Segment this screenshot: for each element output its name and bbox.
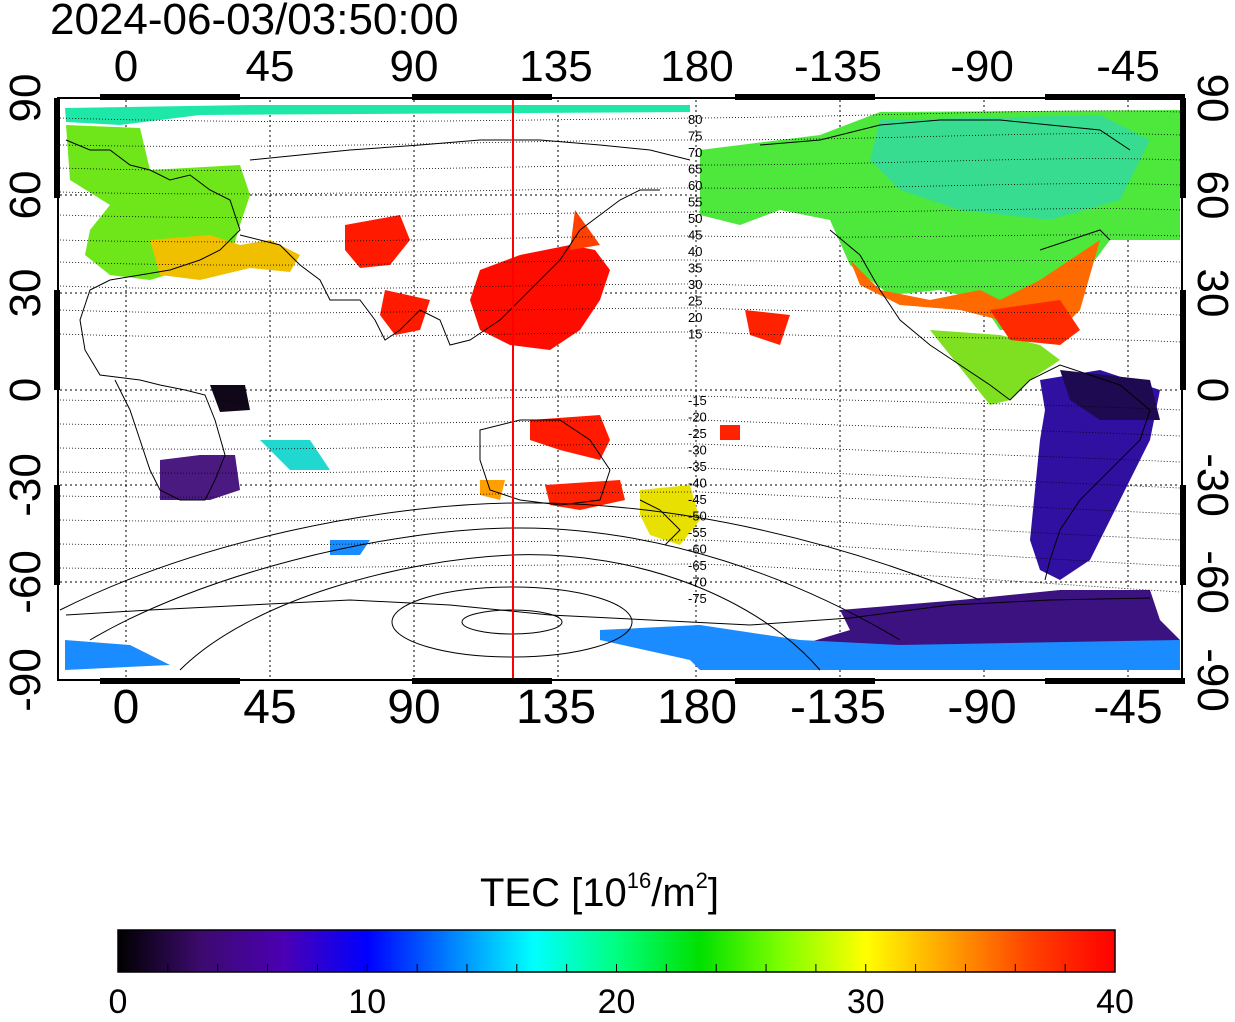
contour-label: -75: [688, 591, 707, 606]
left-tick-label: -60: [1, 550, 50, 614]
contour-label: -55: [688, 525, 707, 540]
contour-label: 15: [688, 327, 702, 342]
tec-region-middle-east: [345, 215, 410, 268]
tec-region-canada: [870, 115, 1150, 220]
contour-labels-south: -15 -20-25 -30-35 -40-45 -50-55 -60-65 -70-75: [688, 393, 707, 606]
top-tick-label: -135: [793, 42, 883, 91]
contour-label: 80: [688, 112, 702, 127]
magnetic-contours: [59, 110, 1181, 593]
contour-label: -35: [688, 459, 707, 474]
bottom-tick-label: 135: [515, 681, 597, 734]
axis-bars: [54, 94, 1186, 684]
top-tick-label: -90: [950, 42, 1014, 91]
tec-region-india: [380, 290, 430, 335]
tec-region-hawaii: [745, 310, 790, 345]
colorbar-tick-label: 30: [846, 983, 885, 1021]
contour-label: 60: [688, 178, 702, 193]
contour-label: 50: [688, 211, 702, 226]
tec-region-pacific-island: [720, 425, 740, 440]
contour-label: -30: [688, 443, 707, 458]
left-tick-label: -30: [1, 453, 50, 517]
tec-region-south-america: [1030, 370, 1160, 580]
contour-label: -50: [688, 509, 707, 524]
right-tick-label: 0: [1188, 377, 1235, 403]
tec-region-australia-south: [545, 480, 625, 510]
contour-label: 20: [688, 310, 702, 325]
tec-data: [65, 105, 1180, 670]
tec-region-central-america: [930, 330, 1060, 405]
colorbar-tick-label: 10: [348, 983, 387, 1021]
contour-label: -65: [688, 558, 707, 573]
tec-region-southern-africa: [160, 455, 240, 500]
left-tick-label: 90: [1, 73, 50, 123]
colorbar-minor-ticks: [117, 964, 1116, 972]
left-tick-label: 30: [1, 268, 50, 318]
contour-label: 40: [688, 244, 702, 259]
tec-region-antarctica-band: [600, 625, 1180, 670]
contour-label: -70: [688, 575, 707, 590]
bottom-tick-label: 90: [387, 681, 441, 734]
top-tick-label: 0: [113, 42, 139, 91]
bottom-tick-label: -90: [947, 681, 1017, 734]
left-tick-label: 0: [1, 377, 50, 403]
tec-region-kamchatka: [570, 210, 600, 250]
left-tick-label: -90: [1, 648, 50, 712]
tec-region-new-zealand: [640, 485, 700, 545]
tec-region-caribbean: [990, 300, 1080, 345]
right-tick-label: 90: [1188, 73, 1235, 123]
tec-region-mediterranean: [150, 235, 300, 280]
colorbar-tick-label: 20: [597, 983, 636, 1021]
coastlines: [65, 119, 1151, 626]
right-tick-label: 30: [1188, 268, 1235, 318]
tec-region-madagascar: [260, 440, 330, 470]
right-tick-label: 60: [1188, 170, 1235, 220]
colorbar-title: TEC [1016/m2]: [480, 868, 720, 915]
top-tick-label: 45: [245, 42, 295, 91]
tec-region-equatorial-africa: [210, 385, 250, 412]
contour-label: -15: [688, 393, 707, 408]
tec-region-southern-ocean: [330, 540, 370, 555]
contour-label: -40: [688, 476, 707, 491]
contour-label: 65: [688, 162, 702, 177]
colorbar-tick-label: 0: [108, 983, 128, 1021]
contour-label: -20: [688, 410, 707, 425]
contour-label: -45: [688, 492, 707, 507]
bottom-tick-label: 180: [656, 681, 738, 734]
right-tick-label: -90: [1188, 648, 1235, 712]
right-tick-label: -30: [1188, 453, 1235, 517]
top-tick-label: 180: [660, 42, 734, 91]
bottom-tick-label: 0: [112, 681, 140, 734]
bottom-tick-label: -135: [789, 681, 887, 734]
top-tick-label: -45: [1096, 42, 1160, 91]
top-tick-label: 135: [519, 42, 593, 91]
contour-label: -25: [688, 426, 707, 441]
contour-label: 35: [688, 261, 702, 276]
tec-region-antarctica-west: [65, 640, 170, 670]
tec-region-arctic-europe: [65, 105, 690, 125]
contour-label: 55: [688, 195, 702, 210]
page-title: 2024-06-03/03:50:00: [50, 0, 459, 44]
contour-label: 45: [688, 228, 702, 243]
tec-region-west-australia: [480, 480, 505, 500]
colorbar-tick-label: 40: [1096, 983, 1134, 1021]
contour-label: 25: [688, 294, 702, 309]
right-tick-label: -60: [1188, 550, 1235, 614]
top-tick-label: 90: [389, 42, 439, 91]
tec-region-australia: [530, 415, 610, 460]
tec-region-south-america-north: [1060, 370, 1160, 420]
contour-label: -60: [688, 542, 707, 557]
tec-region-east-asia: [470, 245, 610, 350]
contour-label: 30: [688, 277, 702, 292]
contour-label: 70: [688, 145, 702, 160]
polar-contours: [59, 502, 981, 671]
bottom-tick-label: 45: [243, 681, 297, 734]
bottom-tick-label: -45: [1093, 681, 1163, 734]
left-tick-label: 60: [1, 170, 50, 220]
contour-label: 75: [688, 129, 702, 144]
